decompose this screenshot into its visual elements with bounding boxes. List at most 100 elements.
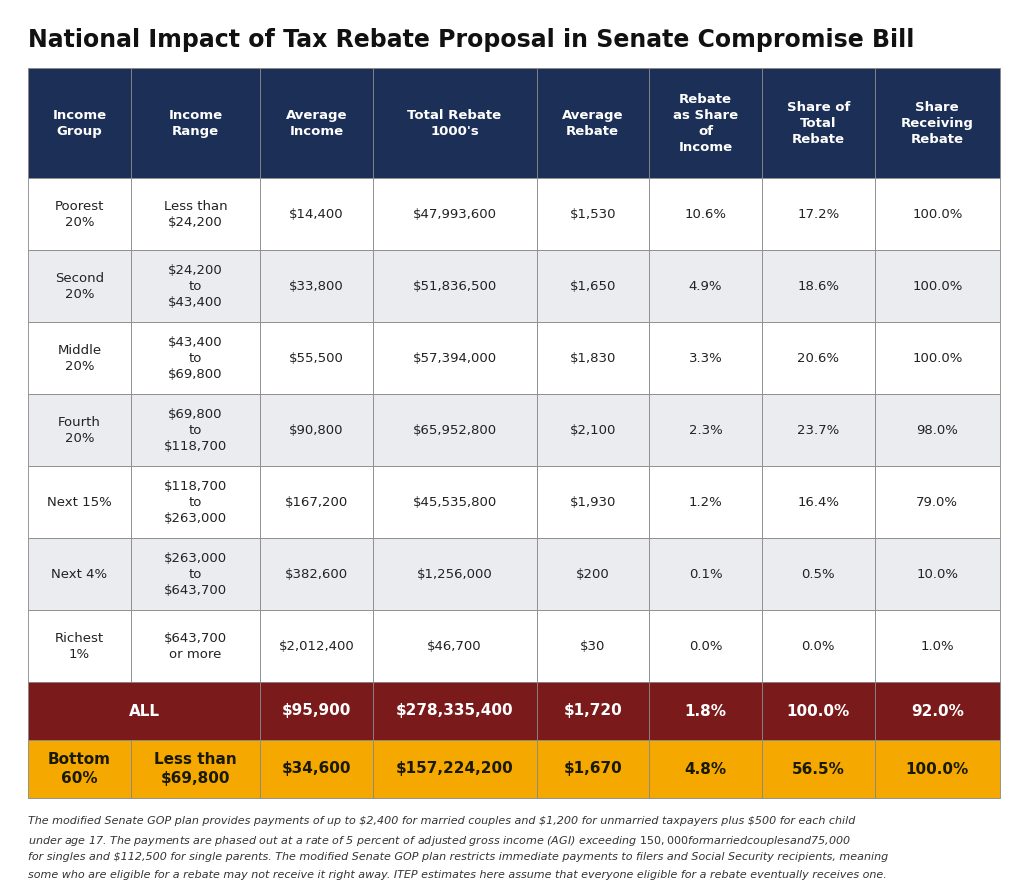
- Bar: [649, 178, 762, 250]
- Bar: [537, 682, 649, 740]
- Text: Middle
20%: Middle 20%: [57, 344, 101, 372]
- Bar: [762, 538, 874, 610]
- Bar: [28, 682, 260, 740]
- Bar: [260, 250, 373, 322]
- Text: Fourth
20%: Fourth 20%: [58, 416, 100, 445]
- Bar: [762, 740, 874, 798]
- Text: 4.9%: 4.9%: [689, 279, 722, 292]
- Bar: [131, 610, 260, 682]
- Text: $200: $200: [575, 568, 609, 580]
- Bar: [28, 250, 131, 322]
- Text: Poorest
20%: Poorest 20%: [54, 199, 104, 229]
- Text: some who are eligible for a rebate may not receive it right away. ITEP estimates: some who are eligible for a rebate may n…: [28, 870, 887, 880]
- Bar: [762, 178, 874, 250]
- Bar: [28, 740, 131, 798]
- Bar: [874, 178, 1000, 250]
- Text: Next 15%: Next 15%: [47, 495, 112, 509]
- Text: $1,530: $1,530: [569, 207, 615, 221]
- Bar: [762, 68, 874, 178]
- Text: $1,256,000: $1,256,000: [417, 568, 493, 580]
- Text: $95,900: $95,900: [282, 703, 351, 719]
- Text: $382,600: $382,600: [285, 568, 348, 580]
- Bar: [28, 466, 131, 538]
- Bar: [260, 466, 373, 538]
- Bar: [874, 322, 1000, 394]
- Text: $57,394,000: $57,394,000: [413, 352, 497, 364]
- Text: $69,800
to
$118,700: $69,800 to $118,700: [164, 408, 227, 453]
- Text: $43,400
to
$69,800: $43,400 to $69,800: [168, 336, 223, 380]
- Text: 0.5%: 0.5%: [802, 568, 836, 580]
- Bar: [131, 538, 260, 610]
- Text: Share
Receiving
Rebate: Share Receiving Rebate: [901, 100, 974, 145]
- Text: 1.0%: 1.0%: [921, 640, 954, 652]
- Text: The modified Senate GOP plan provides payments of up to $2,400 for married coupl: The modified Senate GOP plan provides pa…: [28, 816, 855, 826]
- Text: ALL: ALL: [129, 703, 160, 719]
- Bar: [874, 250, 1000, 322]
- Bar: [373, 538, 537, 610]
- Bar: [762, 682, 874, 740]
- Text: 4.8%: 4.8%: [684, 761, 727, 776]
- Text: 10.6%: 10.6%: [684, 207, 726, 221]
- Bar: [373, 466, 537, 538]
- Bar: [373, 682, 537, 740]
- Bar: [373, 740, 537, 798]
- Bar: [874, 740, 1000, 798]
- Bar: [131, 740, 260, 798]
- Text: for singles and $112,500 for single parents. The modified Senate GOP plan restri: for singles and $112,500 for single pare…: [28, 852, 888, 862]
- Bar: [649, 610, 762, 682]
- Text: Total Rebate
1000's: Total Rebate 1000's: [408, 108, 502, 137]
- Text: 23.7%: 23.7%: [798, 424, 840, 437]
- Text: $46,700: $46,700: [427, 640, 482, 652]
- Bar: [131, 68, 260, 178]
- Bar: [537, 610, 649, 682]
- Bar: [260, 740, 373, 798]
- Bar: [131, 466, 260, 538]
- Bar: [260, 322, 373, 394]
- Text: $157,224,200: $157,224,200: [395, 761, 513, 776]
- Text: 56.5%: 56.5%: [792, 761, 845, 776]
- Bar: [373, 610, 537, 682]
- Text: $1,650: $1,650: [569, 279, 615, 292]
- Bar: [131, 178, 260, 250]
- Text: 100.0%: 100.0%: [905, 761, 969, 776]
- Text: National Impact of Tax Rebate Proposal in Senate Compromise Bill: National Impact of Tax Rebate Proposal i…: [28, 28, 914, 52]
- Text: 1.8%: 1.8%: [684, 703, 726, 719]
- Text: $2,012,400: $2,012,400: [279, 640, 354, 652]
- Text: $24,200
to
$43,400: $24,200 to $43,400: [168, 263, 223, 308]
- Text: Income
Group: Income Group: [52, 108, 106, 137]
- Text: 0.1%: 0.1%: [689, 568, 722, 580]
- Bar: [260, 610, 373, 682]
- Bar: [537, 740, 649, 798]
- Text: $118,700
to
$263,000: $118,700 to $263,000: [164, 479, 227, 525]
- Bar: [537, 322, 649, 394]
- Bar: [28, 394, 131, 466]
- Bar: [537, 394, 649, 466]
- Bar: [649, 682, 762, 740]
- Text: 92.0%: 92.0%: [910, 703, 964, 719]
- Text: $33,800: $33,800: [289, 279, 344, 292]
- Text: Bottom
60%: Bottom 60%: [48, 752, 111, 786]
- Text: $55,500: $55,500: [289, 352, 344, 364]
- Bar: [874, 466, 1000, 538]
- Text: $47,993,600: $47,993,600: [413, 207, 497, 221]
- Text: $643,700
or more: $643,700 or more: [164, 632, 227, 660]
- Bar: [260, 68, 373, 178]
- Bar: [28, 68, 131, 178]
- Bar: [537, 178, 649, 250]
- Bar: [649, 740, 762, 798]
- Bar: [762, 322, 874, 394]
- Bar: [762, 250, 874, 322]
- Text: $90,800: $90,800: [289, 424, 344, 437]
- Text: under age 17. The payments are phased out at a rate of 5 percent of adjusted gro: under age 17. The payments are phased ou…: [28, 834, 851, 848]
- Text: Income
Range: Income Range: [168, 108, 222, 137]
- Bar: [537, 466, 649, 538]
- Bar: [874, 394, 1000, 466]
- Bar: [373, 68, 537, 178]
- Text: $14,400: $14,400: [289, 207, 344, 221]
- Bar: [649, 538, 762, 610]
- Text: Rebate
as Share
of
Income: Rebate as Share of Income: [673, 92, 738, 153]
- Text: 0.0%: 0.0%: [689, 640, 722, 652]
- Text: 79.0%: 79.0%: [916, 495, 958, 509]
- Bar: [131, 250, 260, 322]
- Bar: [373, 394, 537, 466]
